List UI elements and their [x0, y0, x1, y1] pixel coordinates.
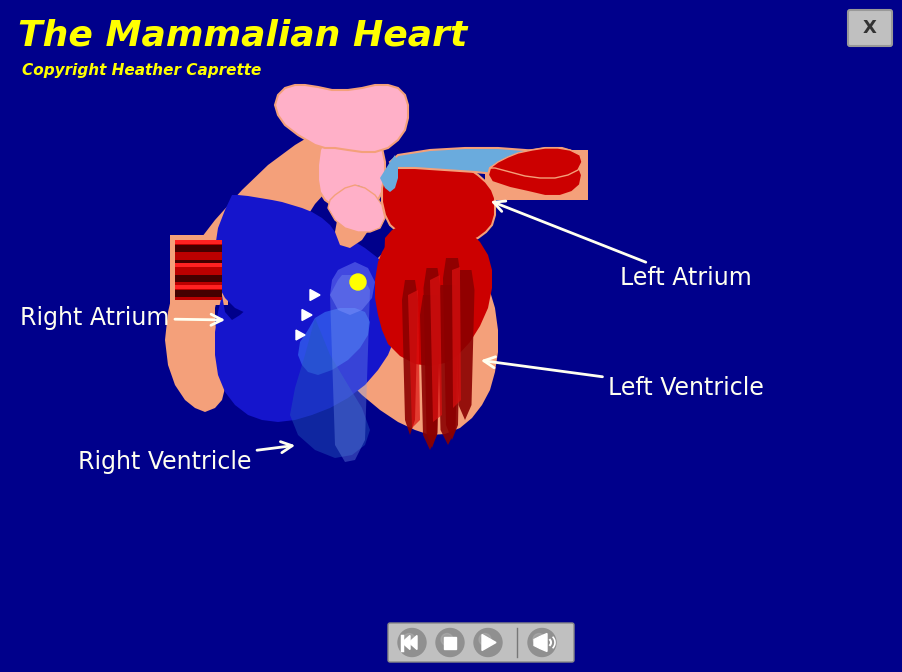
Polygon shape [443, 258, 461, 440]
Polygon shape [165, 118, 498, 435]
Circle shape [528, 628, 556, 657]
Text: Left Ventricle: Left Ventricle [483, 357, 764, 400]
Polygon shape [380, 155, 398, 192]
Polygon shape [534, 636, 540, 648]
FancyBboxPatch shape [848, 10, 892, 46]
Polygon shape [456, 270, 474, 420]
Circle shape [350, 274, 366, 290]
Polygon shape [408, 290, 420, 428]
Polygon shape [485, 148, 580, 185]
Polygon shape [175, 260, 222, 267]
Polygon shape [175, 245, 222, 252]
Circle shape [479, 634, 491, 646]
Text: Copyright Heather Caprette: Copyright Heather Caprette [22, 63, 262, 78]
Polygon shape [170, 235, 228, 305]
Polygon shape [175, 275, 222, 282]
Polygon shape [215, 195, 352, 320]
Polygon shape [335, 192, 372, 248]
Polygon shape [402, 636, 410, 650]
Polygon shape [298, 308, 370, 375]
Polygon shape [330, 275, 370, 462]
Polygon shape [175, 263, 222, 267]
Text: X: X [863, 19, 877, 37]
Text: The Mammalian Heart: The Mammalian Heart [18, 18, 467, 52]
Polygon shape [175, 290, 222, 297]
Polygon shape [296, 330, 305, 340]
Polygon shape [488, 154, 582, 196]
Circle shape [403, 634, 415, 646]
Polygon shape [402, 280, 418, 435]
Polygon shape [375, 222, 492, 366]
Polygon shape [215, 230, 398, 422]
Polygon shape [485, 150, 588, 200]
Polygon shape [444, 636, 456, 648]
Polygon shape [540, 634, 547, 651]
Polygon shape [318, 118, 385, 208]
Polygon shape [437, 285, 458, 445]
Text: Right Ventricle: Right Ventricle [78, 442, 292, 474]
Polygon shape [342, 185, 368, 215]
Polygon shape [175, 240, 222, 244]
Polygon shape [275, 85, 408, 152]
Polygon shape [382, 155, 495, 244]
Polygon shape [175, 240, 222, 300]
Polygon shape [328, 185, 385, 232]
Polygon shape [290, 318, 370, 458]
Polygon shape [310, 290, 320, 300]
Polygon shape [452, 267, 461, 408]
Polygon shape [490, 148, 582, 178]
Circle shape [436, 628, 464, 657]
Polygon shape [424, 268, 440, 448]
Circle shape [398, 628, 426, 657]
Circle shape [441, 634, 453, 646]
Polygon shape [330, 262, 375, 315]
Polygon shape [302, 310, 312, 321]
Circle shape [474, 628, 502, 657]
Circle shape [533, 634, 545, 646]
Polygon shape [430, 275, 442, 422]
Polygon shape [390, 148, 562, 178]
Polygon shape [175, 285, 222, 289]
Polygon shape [382, 222, 470, 352]
Polygon shape [482, 634, 496, 650]
Polygon shape [420, 295, 440, 450]
FancyBboxPatch shape [388, 623, 574, 662]
Text: Left Atrium: Left Atrium [493, 201, 751, 290]
Polygon shape [409, 636, 417, 650]
Text: Right Atrium: Right Atrium [20, 306, 222, 330]
